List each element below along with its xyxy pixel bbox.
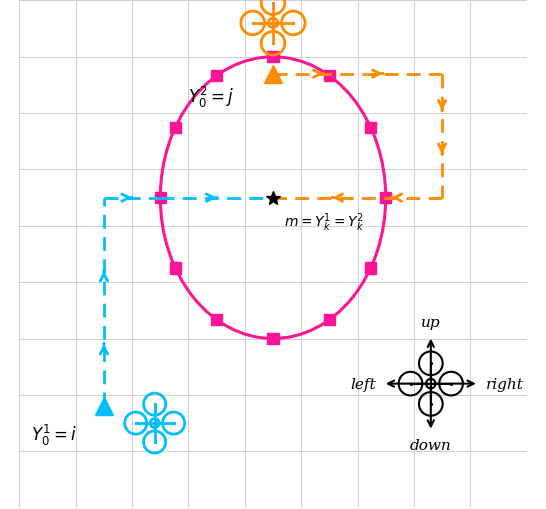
Text: right: right bbox=[485, 377, 524, 391]
Text: left: left bbox=[351, 377, 376, 391]
Bar bbox=[268, 52, 278, 63]
Bar bbox=[365, 122, 376, 133]
Bar bbox=[324, 71, 335, 82]
Bar bbox=[365, 263, 376, 274]
Bar bbox=[155, 192, 166, 204]
Bar bbox=[380, 192, 391, 204]
Bar bbox=[170, 263, 181, 274]
Bar bbox=[170, 122, 181, 133]
Bar bbox=[211, 315, 222, 326]
Text: up: up bbox=[421, 316, 441, 329]
Text: $Y_0^2 = j$: $Y_0^2 = j$ bbox=[188, 84, 235, 109]
Bar bbox=[268, 333, 278, 345]
Bar bbox=[324, 315, 335, 326]
Text: $Y_0^1 = i$: $Y_0^1 = i$ bbox=[31, 422, 77, 447]
Text: $m = Y_k^1 = Y_k^2$: $m = Y_k^1 = Y_k^2$ bbox=[284, 211, 365, 233]
Bar bbox=[211, 71, 222, 82]
Text: down: down bbox=[410, 438, 452, 453]
